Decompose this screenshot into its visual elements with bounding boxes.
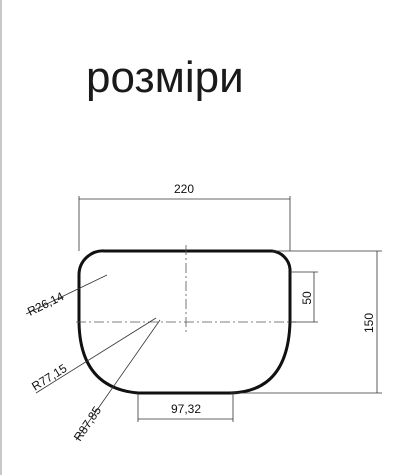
leader-r8785 bbox=[75, 319, 161, 441]
leader-r7715 bbox=[35, 317, 157, 394]
page-title: розміри bbox=[86, 53, 244, 102]
dim-150-label: 150 bbox=[362, 313, 376, 333]
radius-r7715-label: R77,15 bbox=[29, 361, 70, 394]
dim-9732-label: 97,32 bbox=[171, 402, 201, 416]
page-left-border bbox=[0, 0, 2, 475]
leader-r2614 bbox=[25, 274, 108, 315]
radius-r8785-label: R87,85 bbox=[71, 403, 104, 443]
dim-220-label: 220 bbox=[174, 182, 194, 196]
radius-r2614-label: R26,14 bbox=[25, 289, 66, 319]
dim-50-label: 50 bbox=[300, 291, 314, 305]
